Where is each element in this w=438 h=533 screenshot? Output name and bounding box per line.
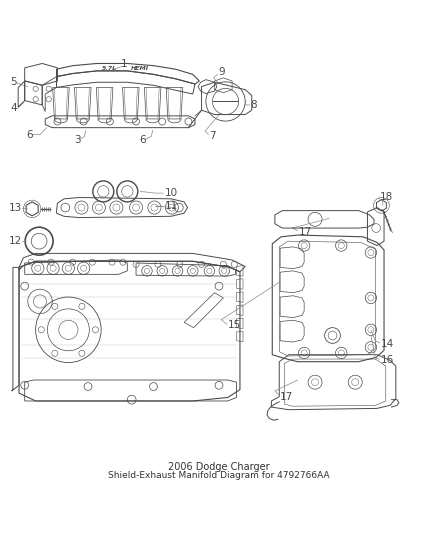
- Text: 5: 5: [11, 77, 17, 87]
- Text: 9: 9: [218, 67, 225, 77]
- Text: 17: 17: [298, 227, 312, 237]
- Text: 3: 3: [74, 135, 81, 145]
- Text: 6: 6: [140, 135, 146, 145]
- Text: 17: 17: [280, 392, 293, 401]
- Text: 2006 Dodge Charger: 2006 Dodge Charger: [168, 462, 270, 472]
- Text: 16: 16: [381, 356, 394, 365]
- Text: 11: 11: [164, 201, 178, 211]
- Text: HEMI: HEMI: [131, 66, 149, 71]
- Text: 1: 1: [120, 59, 127, 69]
- Text: 5.7L: 5.7L: [102, 66, 117, 71]
- Text: 4: 4: [11, 103, 17, 114]
- Text: 12: 12: [9, 236, 22, 246]
- Text: 13: 13: [9, 204, 22, 213]
- Text: 7: 7: [209, 131, 216, 141]
- Text: 18: 18: [380, 192, 393, 201]
- Text: 8: 8: [251, 100, 257, 110]
- Text: 15: 15: [228, 320, 241, 330]
- Text: Shield-Exhaust Manifold Diagram for 4792766AA: Shield-Exhaust Manifold Diagram for 4792…: [108, 472, 330, 480]
- Text: 10: 10: [164, 188, 177, 198]
- Text: 6: 6: [26, 130, 33, 140]
- Text: 14: 14: [381, 339, 394, 349]
